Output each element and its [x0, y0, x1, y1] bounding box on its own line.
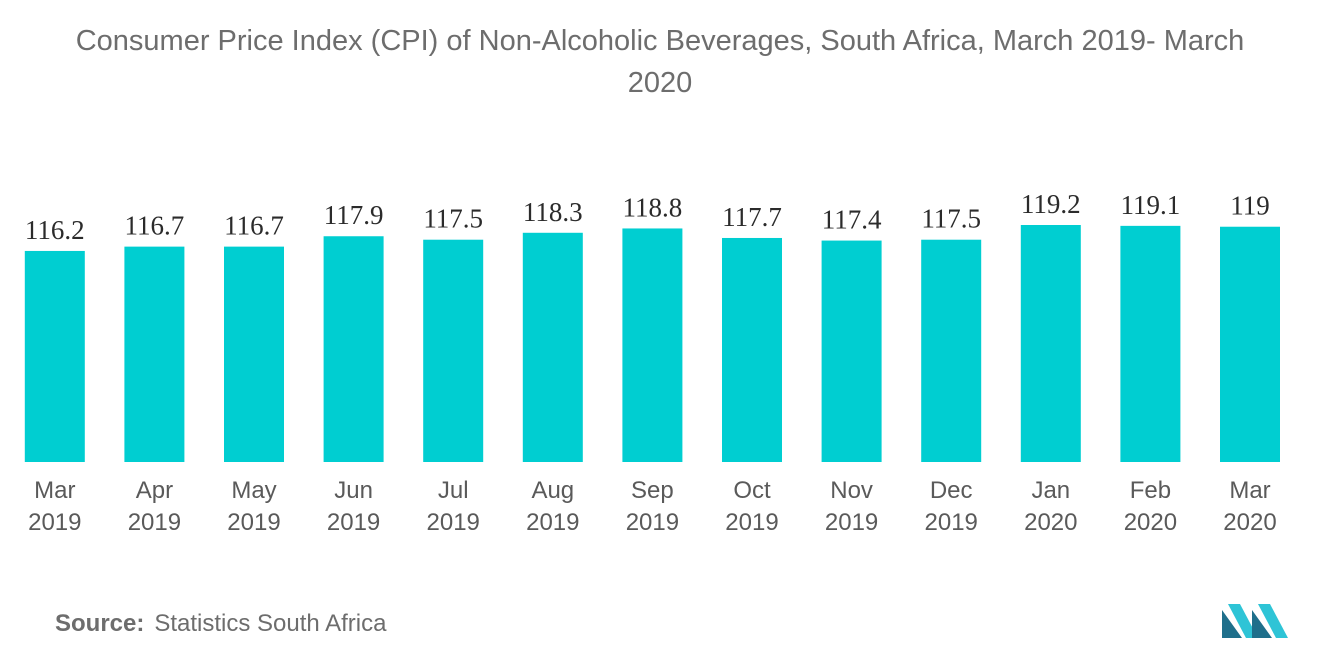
x-tick-month-3: Jun — [334, 477, 373, 504]
chart-title-line-1: Consumer Price Index (CPI) of Non-Alcoho… — [75, 25, 1245, 57]
bar-6 — [622, 228, 683, 462]
brand-logo — [1222, 604, 1288, 638]
x-tick-month-8: Nov — [830, 477, 873, 504]
x-tick-month-7: Oct — [733, 477, 771, 504]
data-label-8: 117.4 — [822, 205, 882, 235]
data-label-6: 118.8 — [623, 192, 683, 222]
data-label-2: 116.7 — [224, 211, 284, 241]
x-tick-year-8: 2019 — [825, 509, 878, 536]
x-tick-year-3: 2019 — [327, 509, 380, 536]
data-label-10: 119.2 — [1021, 189, 1081, 219]
chart-title: Consumer Price Index (CPI) of Non-Alcoho… — [0, 20, 1320, 104]
bar-10 — [1020, 225, 1081, 462]
bar-0 — [24, 250, 85, 462]
bar-1 — [124, 246, 185, 462]
x-tick-month-10: Jan — [1031, 477, 1070, 504]
bar-5 — [522, 232, 583, 462]
x-tick-year-0: 2019 — [28, 509, 81, 536]
x-tick-month-12: Mar — [1229, 477, 1270, 504]
x-tick-month-6: Sep — [631, 477, 674, 504]
x-tick-year-10: 2020 — [1024, 509, 1077, 536]
bar-4 — [423, 239, 484, 462]
data-label-9: 117.5 — [921, 204, 981, 234]
data-label-11: 119.1 — [1121, 190, 1181, 220]
x-tick-month-0: Mar — [34, 477, 75, 504]
data-label-1: 116.7 — [125, 211, 185, 241]
x-tick-month-4: Jul — [438, 477, 469, 504]
bar-2 — [224, 246, 284, 462]
x-tick-year-11: 2020 — [1124, 509, 1177, 536]
x-tick-year-9: 2019 — [925, 509, 978, 536]
bar-chart: 116.2 Mar 2019 116.7 Apr 2019 116.7 May 2019 117.… — [24, 189, 1280, 536]
bar-3 — [323, 236, 384, 462]
bar-12 — [1220, 226, 1280, 462]
x-tick-year-5: 2019 — [526, 509, 579, 536]
x-tick-month-9: Dec — [930, 477, 973, 504]
x-tick-month-2: May — [231, 477, 276, 504]
data-label-5: 118.3 — [523, 197, 583, 227]
x-tick-year-12: 2020 — [1223, 509, 1276, 536]
bar-7 — [722, 237, 782, 462]
chart-title-line-2: 2020 — [627, 67, 693, 99]
x-tick-year-1: 2019 — [128, 509, 181, 536]
source-text: Statistics South Africa — [154, 610, 387, 637]
data-label-7: 117.7 — [722, 202, 782, 232]
bar-8 — [821, 240, 882, 462]
x-tick-year-6: 2019 — [626, 509, 679, 536]
x-tick-year-7: 2019 — [725, 509, 778, 536]
x-tick-month-1: Apr — [136, 477, 173, 504]
bar-11 — [1120, 225, 1181, 462]
data-label-12: 119 — [1230, 191, 1270, 221]
data-label-4: 117.5 — [423, 204, 483, 234]
source-footer: Source: Statistics South Africa — [55, 610, 386, 638]
data-label-3: 117.9 — [324, 200, 384, 230]
x-tick-month-11: Feb — [1130, 477, 1171, 504]
x-tick-year-4: 2019 — [427, 509, 480, 536]
source-label: Source: — [55, 610, 145, 637]
bar-9 — [921, 239, 982, 462]
x-tick-month-5: Aug — [531, 477, 574, 504]
x-tick-year-2: 2019 — [227, 509, 280, 536]
data-label-0: 116.2 — [25, 215, 85, 245]
